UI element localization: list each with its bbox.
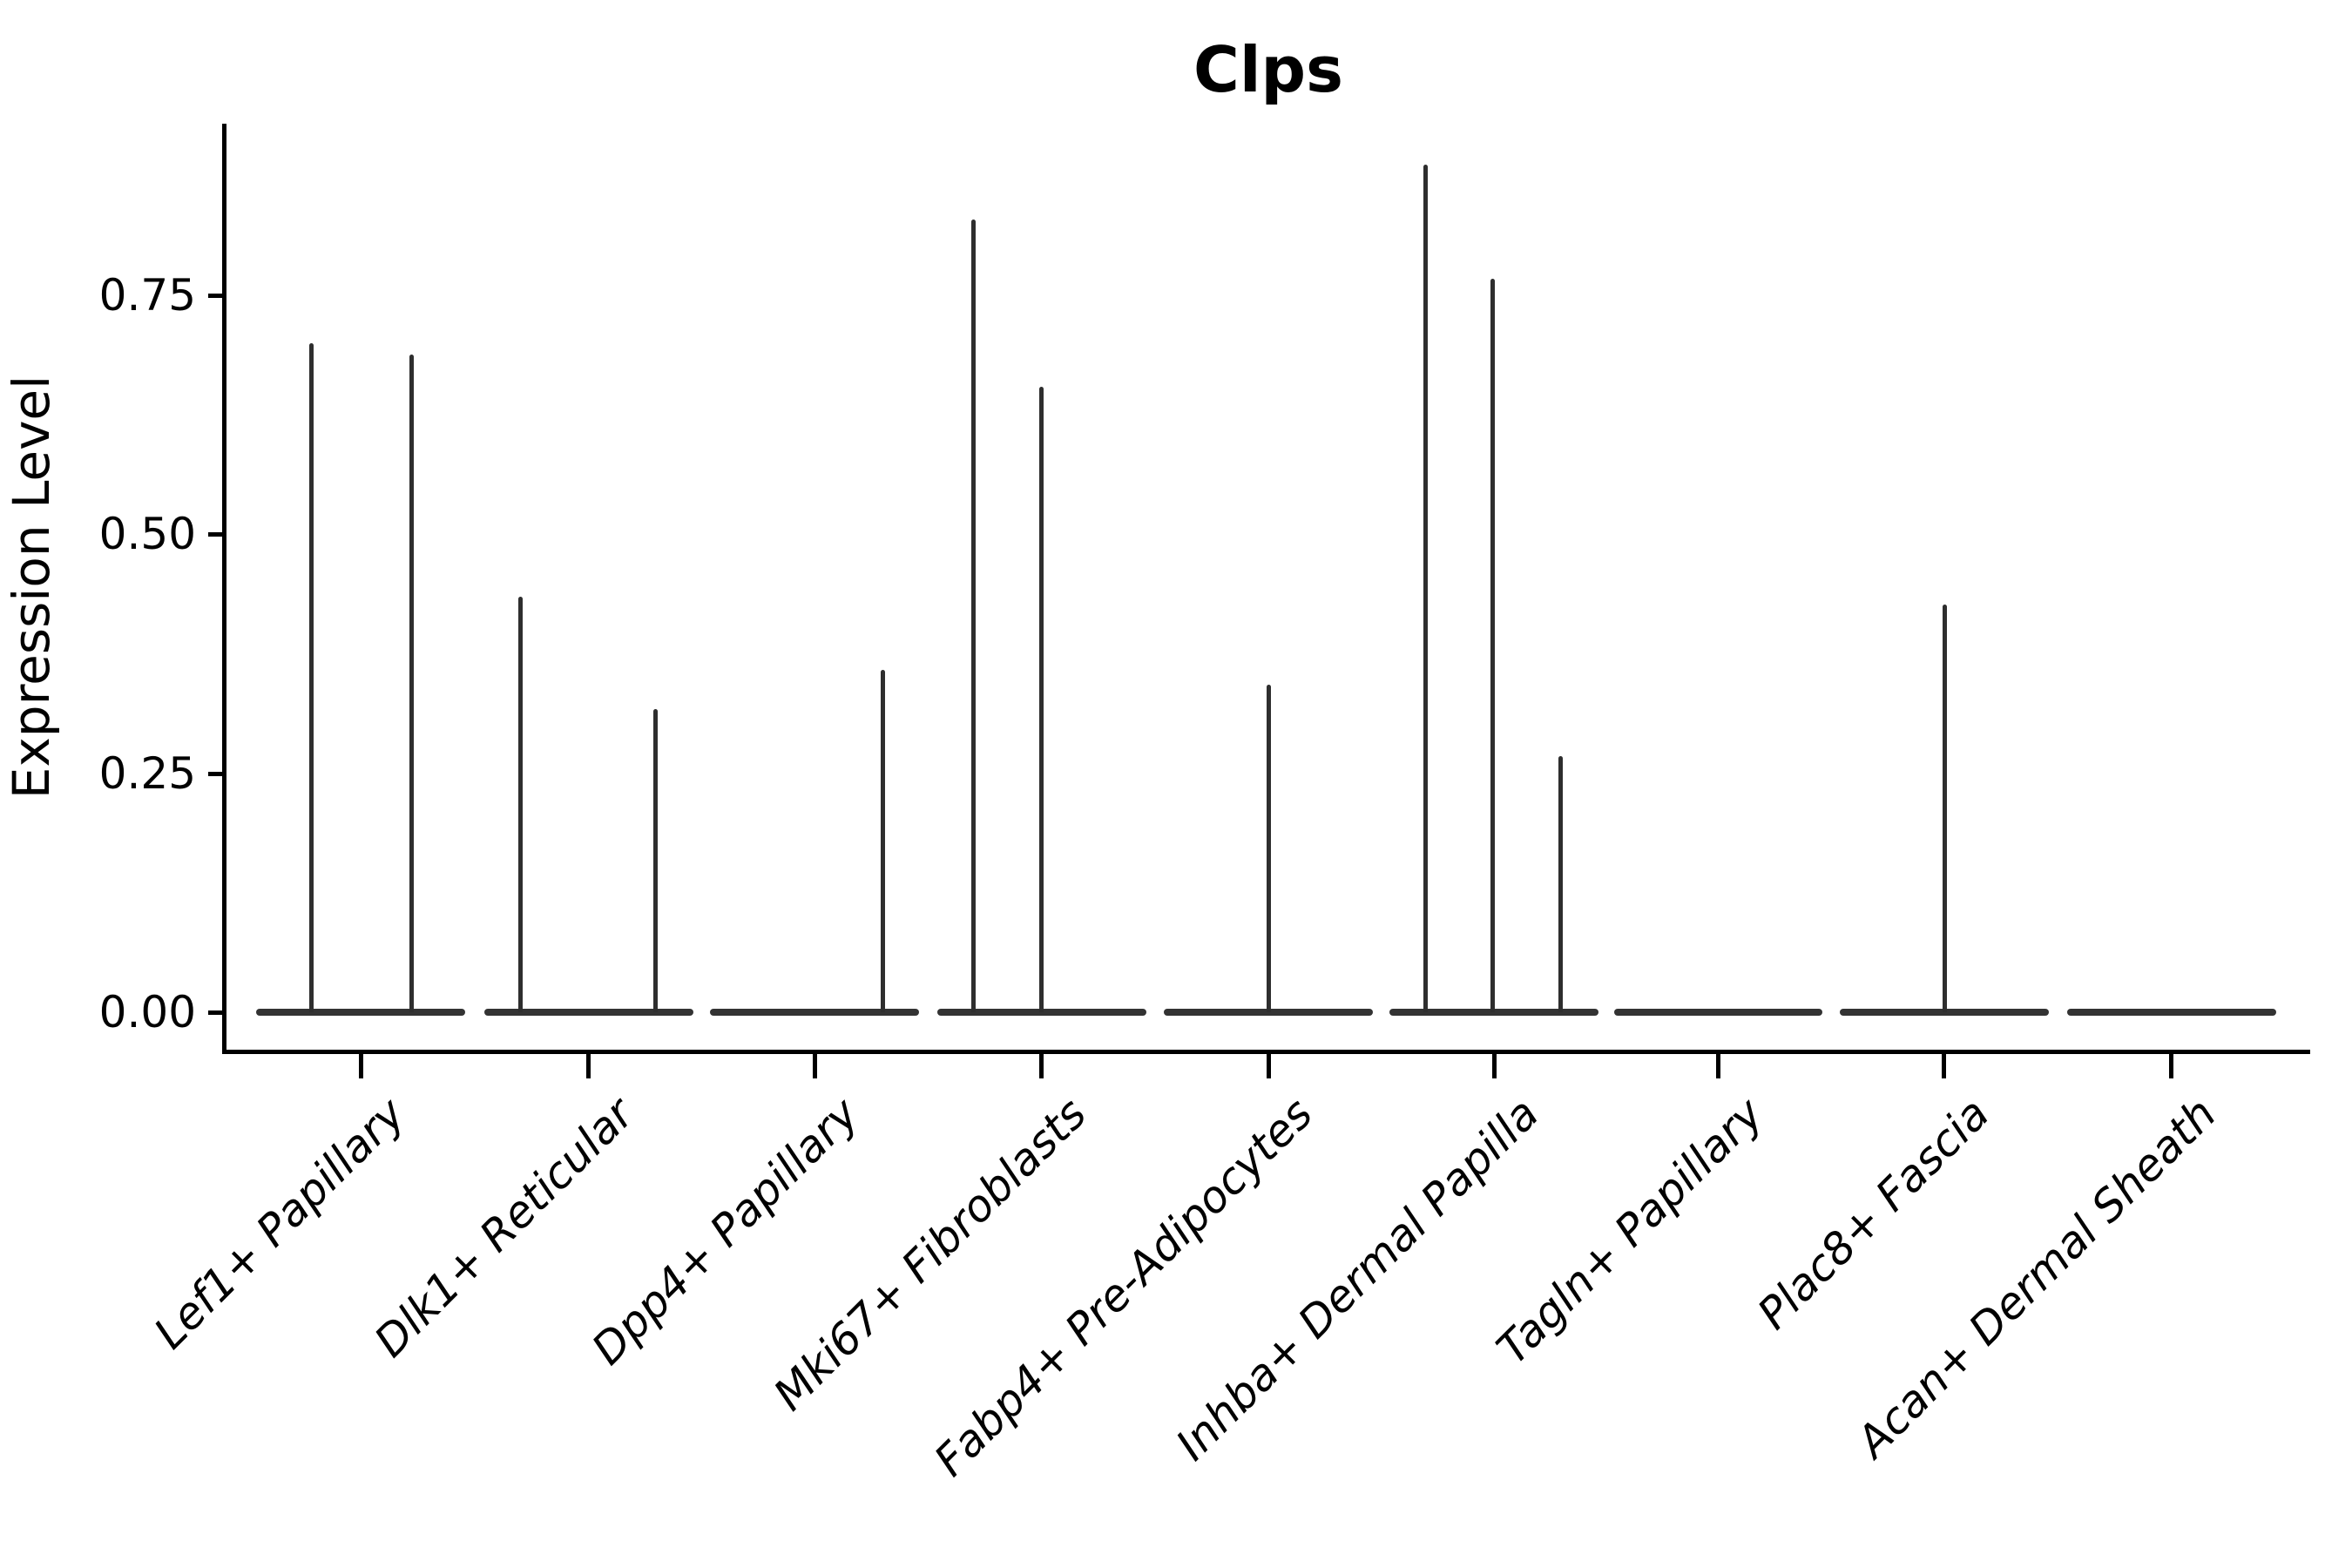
violin-baseline <box>1389 1009 1598 1016</box>
violin-baseline <box>937 1009 1146 1016</box>
y-tick-label: 0.50 <box>98 509 196 559</box>
violin-baseline <box>484 1009 693 1016</box>
x-tick-label: Lef1+ Papillary <box>145 1088 416 1359</box>
y-tick-label: 0.25 <box>98 747 196 799</box>
y-tick-label: 0.00 <box>98 987 196 1037</box>
x-tick <box>1491 1054 1497 1078</box>
y-tick <box>208 532 222 537</box>
x-tick <box>586 1054 591 1078</box>
violin-baseline <box>256 1009 465 1016</box>
violin-spike <box>1558 755 1563 1012</box>
violin-baseline <box>710 1009 919 1016</box>
y-tick <box>208 293 222 298</box>
x-tick <box>812 1054 817 1078</box>
violin-spike <box>1038 386 1044 1012</box>
chart-title: Clps <box>1193 33 1343 106</box>
violin-spike <box>880 669 885 1012</box>
violin-baseline <box>1614 1009 1823 1016</box>
x-tick <box>358 1054 363 1078</box>
violin-baseline <box>1840 1009 2049 1016</box>
x-tick-label: Fabp4+ Pre-Adipocytes <box>924 1088 1323 1486</box>
violin-spike <box>1490 278 1495 1012</box>
x-tick <box>1942 1054 1947 1078</box>
violin-spike <box>517 597 523 1012</box>
y-tick <box>208 1010 222 1015</box>
x-tick <box>1716 1054 1721 1078</box>
x-tick <box>2169 1054 2174 1078</box>
violin-spike <box>409 354 415 1012</box>
x-tick <box>1039 1054 1044 1078</box>
violin-spike <box>653 708 659 1012</box>
violin-spike <box>970 219 976 1012</box>
x-tick <box>1266 1054 1271 1078</box>
violin-spike <box>1266 685 1271 1012</box>
x-axis-line <box>222 1050 2310 1054</box>
y-tick-label: 0.75 <box>98 269 196 321</box>
y-tick <box>208 771 222 776</box>
violin-spike <box>1423 165 1428 1012</box>
violin-baseline <box>1164 1009 1373 1016</box>
violin-spike <box>308 343 314 1012</box>
violin-spike <box>1943 605 1948 1012</box>
x-tick-label: Plac8+ Fascia <box>1747 1088 1999 1340</box>
x-tick-label: Inhba+ Dermal Papilla <box>1166 1088 1549 1470</box>
y-axis-line <box>222 124 226 1054</box>
violin-baseline <box>2067 1009 2276 1016</box>
